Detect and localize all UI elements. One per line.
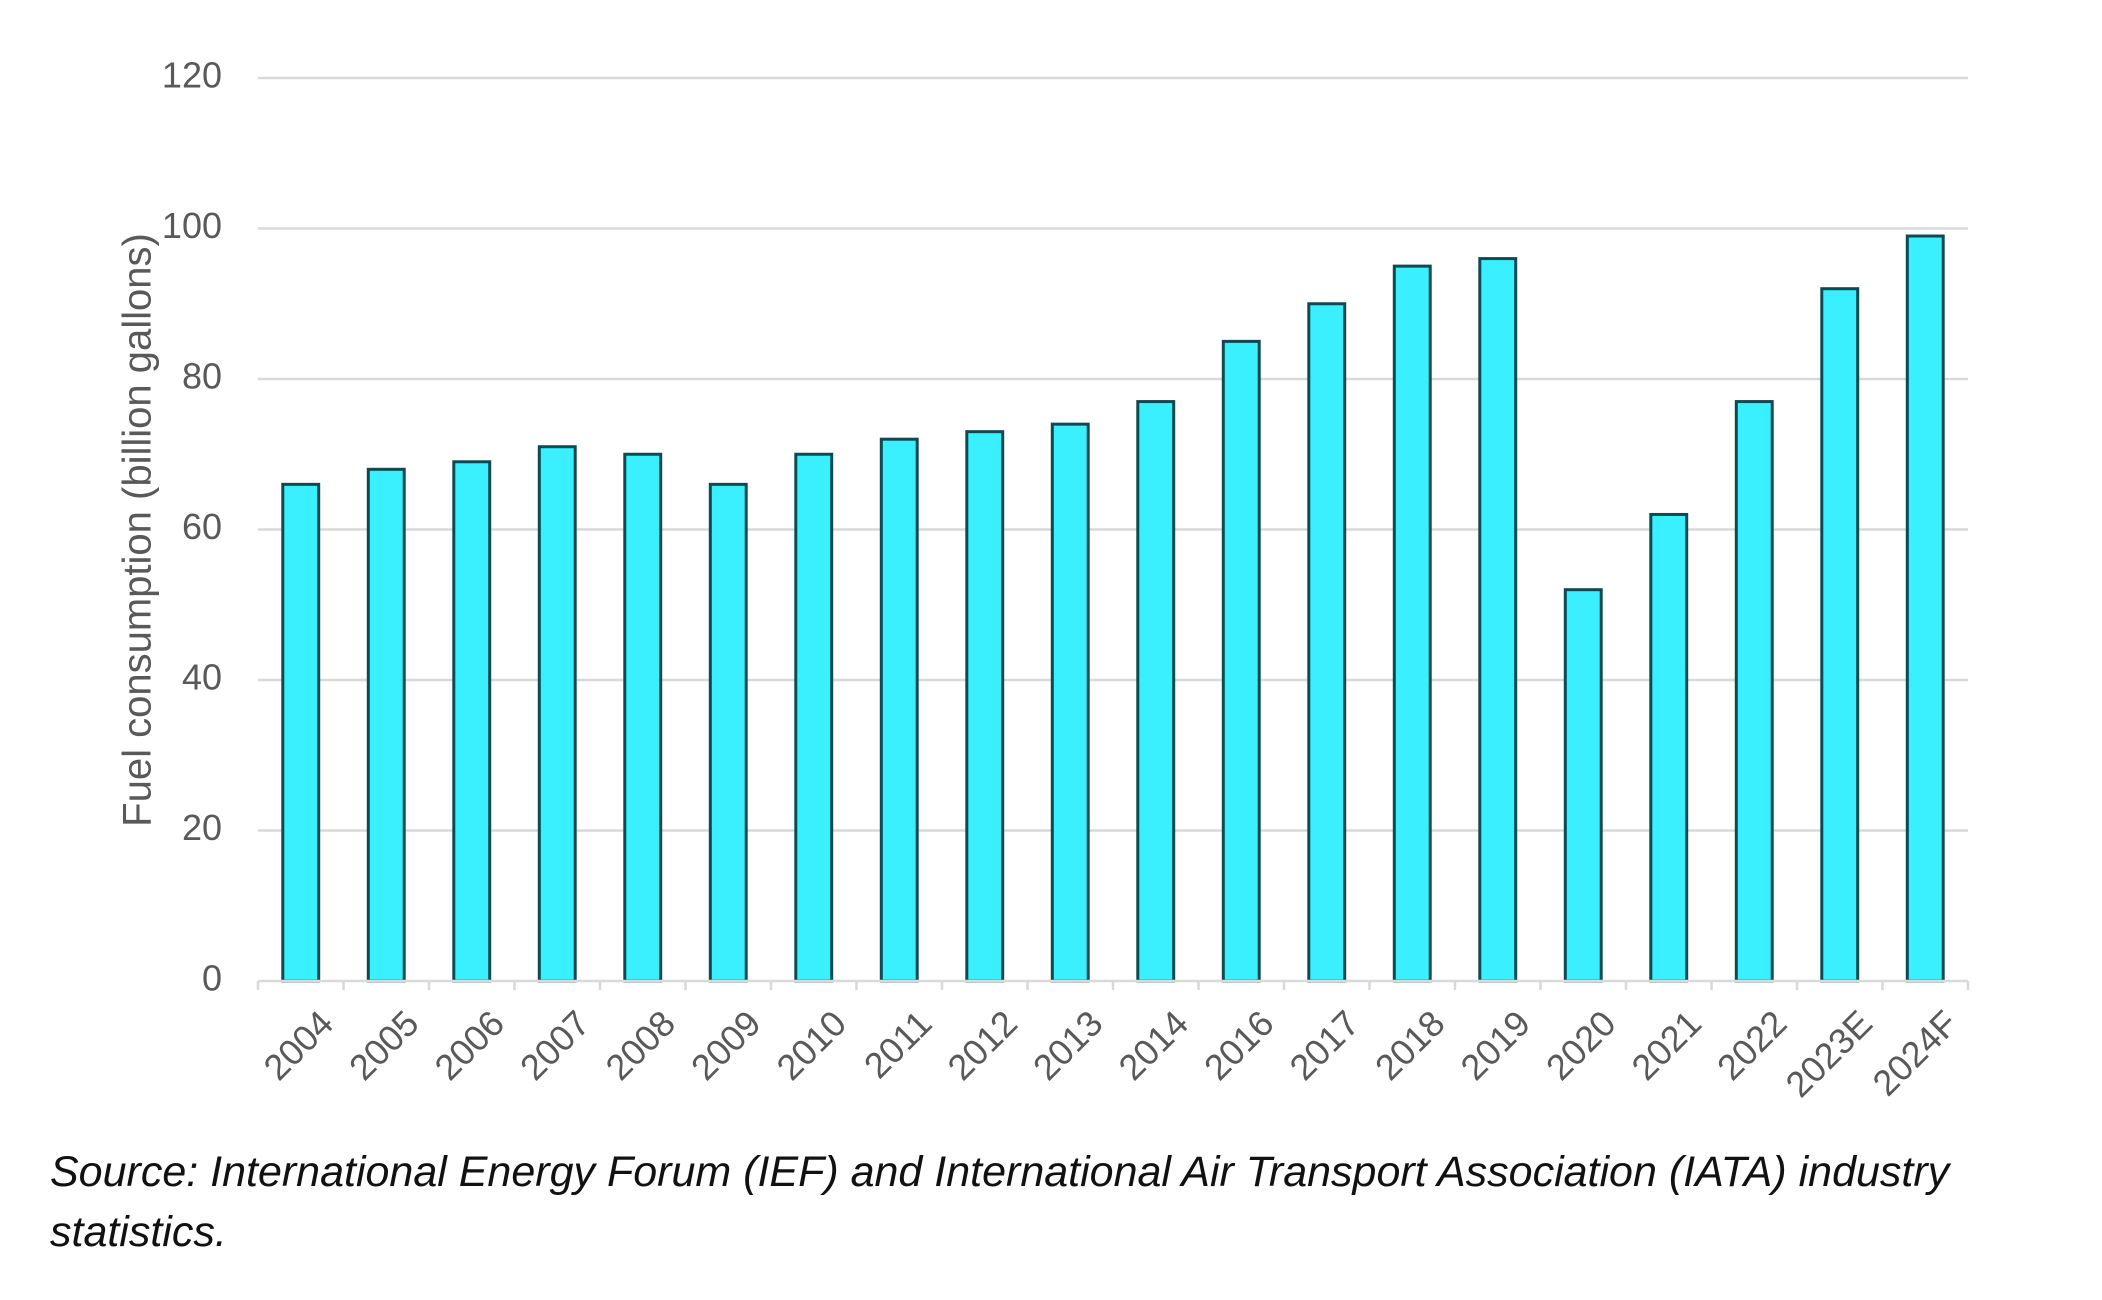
bar-2009: [708, 482, 748, 983]
y-tick-label: 100: [162, 205, 222, 246]
bar-2023E: [1820, 287, 1860, 983]
bar-2014: [1136, 400, 1176, 983]
y-tick-label: 0: [202, 958, 222, 999]
x-tick-label: 2014: [1110, 1002, 1196, 1088]
x-tick-label: 2011: [856, 1002, 940, 1086]
x-axis: [256, 979, 1970, 990]
bar-2004: [281, 482, 321, 983]
bar-2021: [1649, 512, 1689, 983]
x-tick-label: 2019: [1452, 1002, 1538, 1088]
x-axis-tick-labels: 2004 2005 2006 2007 2008 2009 2010 2011 2012 2013…: [255, 1002, 1965, 1105]
bar-chart: 0 20 40 60 80 100 120 2004 2005 2006 2007 2008 2009…: [116, 55, 1970, 1105]
x-tick-label: 2010: [768, 1002, 854, 1088]
bar-2010: [794, 452, 834, 983]
x-tick-label: 2007: [512, 1002, 598, 1088]
x-tick-label: 2009: [683, 1002, 769, 1088]
bar-2008: [623, 452, 663, 983]
bar-2013: [1050, 422, 1090, 983]
bar-2005: [366, 467, 406, 983]
x-tick-label: 2021: [1623, 1002, 1709, 1088]
bar-2024F: [1905, 234, 1945, 983]
bar-2007: [537, 445, 577, 983]
x-tick-label: 2018: [1367, 1002, 1453, 1088]
bar-2018: [1392, 264, 1432, 983]
gridlines: [258, 76, 1968, 832]
x-tick-label: 2020: [1538, 1002, 1624, 1088]
x-tick-label: 2004: [255, 1002, 341, 1088]
x-tick-label: 2016: [1196, 1002, 1282, 1088]
y-axis-title: Fuel consumption (billion gallons): [116, 233, 160, 827]
x-tick-label: 2017: [1281, 1002, 1367, 1088]
bar-2011: [879, 437, 919, 983]
y-tick-label: 40: [182, 657, 222, 698]
x-tick-label: 2023E: [1777, 1002, 1880, 1105]
bar-2020: [1563, 588, 1603, 983]
x-tick-label: 2008: [597, 1002, 683, 1088]
y-tick-label: 120: [162, 55, 222, 96]
bars: [281, 234, 1945, 983]
x-tick-label: 2005: [341, 1002, 427, 1088]
x-tick-label: 2024F: [1864, 1002, 1965, 1103]
y-tick-label: 20: [182, 807, 222, 848]
bar-2006: [452, 460, 492, 983]
x-tick-label: 2012: [939, 1002, 1025, 1088]
x-tick-label: 2013: [1025, 1002, 1111, 1088]
source-note: Source: International Energy Forum (IEF)…: [50, 1148, 1950, 1256]
x-tick-label: 2006: [426, 1002, 512, 1088]
bar-2017: [1307, 302, 1347, 983]
bar-2022: [1734, 400, 1774, 983]
y-axis-tick-labels: 0 20 40 60 80 100 120: [162, 55, 222, 999]
bar-2012: [965, 430, 1005, 983]
bar-2019: [1478, 257, 1518, 983]
y-tick-label: 60: [182, 506, 222, 547]
bar-2016: [1221, 339, 1261, 983]
y-tick-label: 80: [182, 356, 222, 397]
